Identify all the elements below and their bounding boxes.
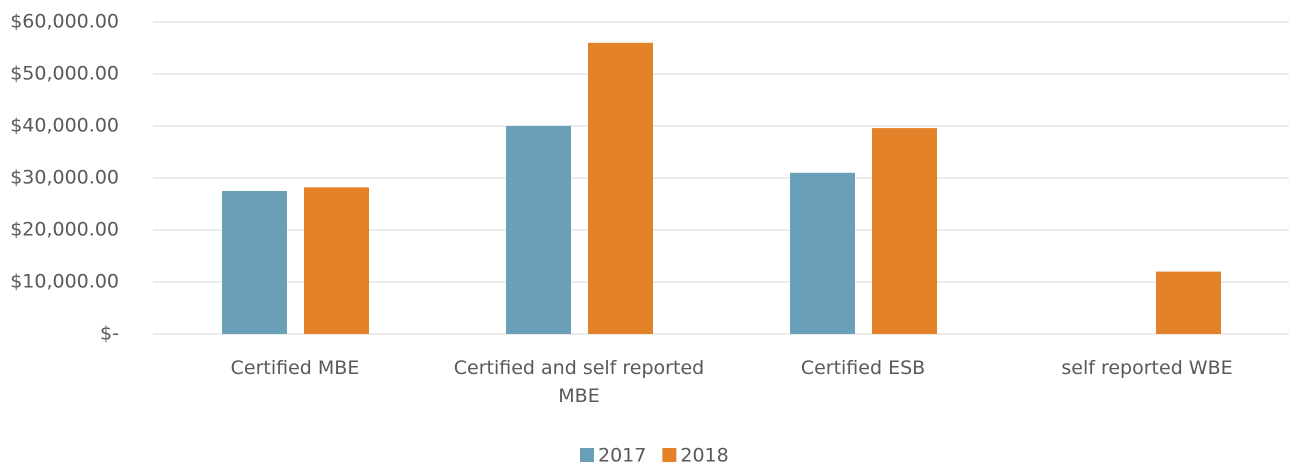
legend-swatch — [662, 448, 677, 462]
bar — [506, 126, 571, 334]
x-tick-label: Certified MBE — [230, 357, 360, 379]
bar — [222, 191, 287, 334]
x-tick-label: self reported WBE — [1061, 357, 1233, 379]
legend-swatch — [580, 448, 594, 462]
bar — [790, 172, 855, 334]
y-tick-label: $20,000.00 — [10, 219, 119, 241]
y-tick-label: $30,000.00 — [10, 167, 119, 189]
bar — [588, 42, 653, 335]
y-tick-label: $10,000.00 — [10, 271, 119, 293]
y-tick-label: $- — [100, 323, 119, 345]
x-tick-label: Certified ESB — [800, 357, 926, 379]
legend-label: 2018 — [680, 445, 728, 466]
y-tick-label: $50,000.00 — [10, 63, 119, 85]
y-tick-label: $40,000.00 — [10, 115, 119, 137]
bar — [304, 187, 369, 334]
legend-label: 2017 — [598, 445, 646, 466]
x-tick-label: Certified and self reported MBE — [453, 357, 705, 407]
y-tick-label: $60,000.00 — [10, 11, 119, 33]
bar — [872, 128, 937, 334]
bar — [1156, 271, 1221, 334]
